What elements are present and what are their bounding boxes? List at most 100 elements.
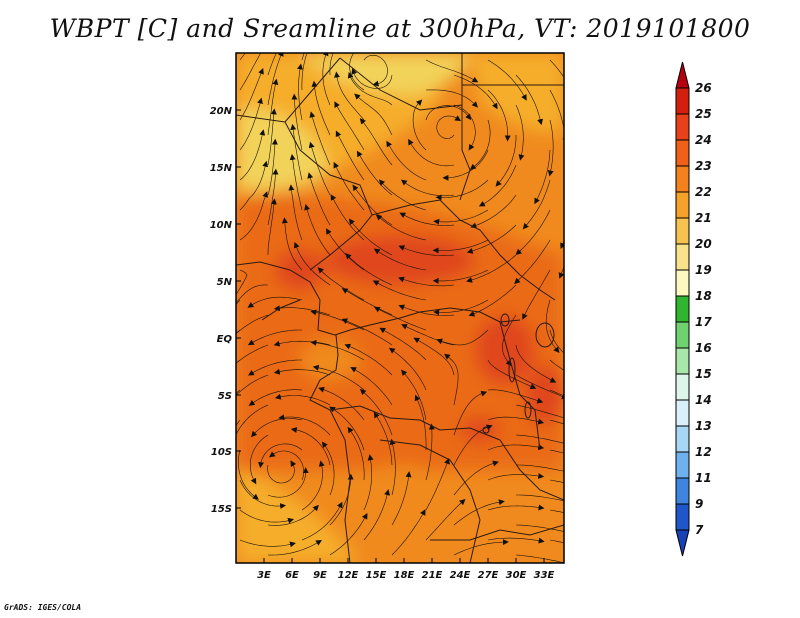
streamline: [425, 105, 472, 121]
streamline: [273, 340, 331, 347]
country-border: [519, 274, 556, 301]
streamline: [432, 269, 489, 284]
streamline: [401, 369, 427, 421]
streamline: [239, 539, 296, 548]
streamline: [549, 89, 564, 145]
colorbar-swatch: [675, 477, 690, 505]
lat-label: 10N: [210, 220, 233, 231]
lat-label: 10S: [211, 447, 232, 458]
streamline: [239, 509, 294, 524]
streamline: [502, 314, 517, 367]
streamline: [359, 388, 393, 436]
streamline: [239, 53, 262, 91]
streamline: [578, 285, 595, 335]
streamline: [487, 59, 527, 101]
streamline: [329, 473, 354, 526]
colorbar-swatch: [675, 529, 690, 557]
colorbar-label: 18: [695, 289, 712, 303]
streamline: [453, 390, 488, 436]
streamline: [267, 539, 322, 556]
streamline: [578, 495, 631, 508]
colorbar-label: 15: [695, 367, 712, 381]
streamline: [436, 115, 461, 139]
colorbar-label: 9: [695, 497, 703, 511]
lon-label: 15E: [366, 570, 387, 581]
streamline: [487, 444, 545, 451]
lon-label: 12E: [338, 570, 359, 581]
lon-label: 3E: [257, 570, 271, 581]
country-border: [499, 321, 541, 451]
streamline: [345, 253, 393, 286]
streamline: [289, 153, 303, 211]
colorbar-label: 21: [695, 211, 712, 225]
streamline: [236, 284, 269, 304]
streamline: [398, 304, 455, 316]
streamline: [401, 324, 455, 346]
streamline: [425, 499, 466, 541]
streamline: [341, 318, 393, 346]
streamline: [469, 119, 491, 170]
streamline: [578, 135, 580, 189]
streamline: [399, 212, 455, 226]
streamline: [487, 537, 545, 544]
streamline: [444, 353, 459, 406]
streamline: [354, 93, 393, 136]
streamline: [478, 164, 517, 207]
streamline: [334, 71, 365, 121]
streamline: [515, 524, 564, 532]
streamline: [317, 267, 365, 301]
streamline: [350, 367, 393, 406]
streamline: [236, 314, 269, 335]
streamline: [453, 424, 493, 466]
streamline: [267, 138, 278, 196]
streamline: [549, 479, 564, 483]
streamline: [549, 359, 564, 371]
streamline: [301, 501, 343, 541]
streamline: [291, 93, 303, 151]
country-border: [379, 439, 481, 563]
streamline: [273, 305, 331, 316]
streamline: [267, 168, 279, 226]
colorbar-swatch: [675, 373, 690, 401]
streamline: [378, 179, 427, 211]
colorbar-label: 16: [695, 341, 712, 355]
streamline: [307, 172, 331, 226]
streamline: [413, 337, 455, 376]
streamline: [522, 179, 551, 230]
colorbar-swatch: [675, 399, 690, 427]
country-border: [371, 199, 521, 276]
grads-credit: GrADS: IGES/COLA: [4, 603, 82, 612]
streamline: [274, 393, 331, 406]
lat-label: 5S: [218, 391, 232, 402]
streamline: [487, 89, 511, 142]
streamline: [322, 53, 331, 106]
lat-label: EQ: [217, 334, 233, 345]
colorbar-swatch: [675, 503, 690, 531]
colorbar-label: 19: [695, 263, 712, 277]
streamline: [267, 198, 277, 255]
streamline: [239, 191, 269, 241]
streamline: [267, 53, 284, 106]
streamline: [239, 160, 269, 211]
streamline: [400, 179, 455, 197]
lake-outline: [500, 313, 510, 327]
streamline: [549, 509, 564, 513]
country-border: [309, 334, 501, 441]
streamline: [239, 479, 287, 509]
streamline: [578, 435, 630, 449]
streamline: [267, 460, 297, 484]
streamline: [290, 123, 303, 181]
country-border: [261, 299, 301, 321]
colorbar-swatch: [675, 61, 690, 89]
streamline: [236, 404, 269, 447]
streamline: [248, 389, 303, 406]
streamline: [310, 339, 365, 361]
streamline: [239, 129, 266, 181]
streamline: [236, 269, 248, 296]
streamline: [309, 111, 331, 166]
streamline: [578, 75, 602, 123]
streamline: [278, 414, 331, 436]
streamline: [293, 241, 331, 286]
streamline: [349, 53, 365, 91]
